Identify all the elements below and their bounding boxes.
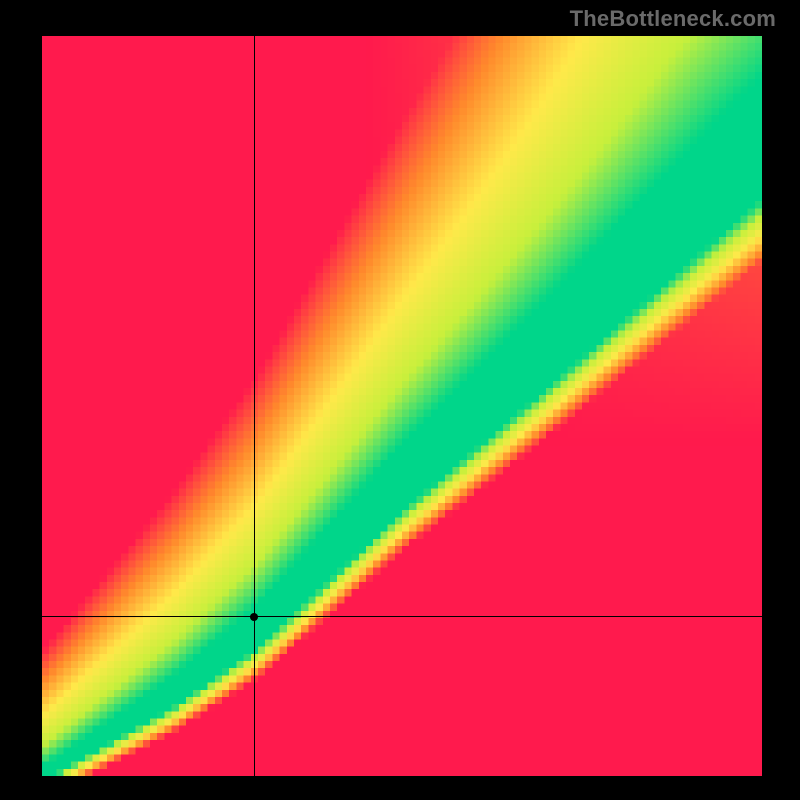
figure-container: TheBottleneck.com [0,0,800,800]
watermark-text: TheBottleneck.com [570,6,776,32]
plot-area [42,36,762,776]
bottleneck-heatmap [42,36,762,776]
